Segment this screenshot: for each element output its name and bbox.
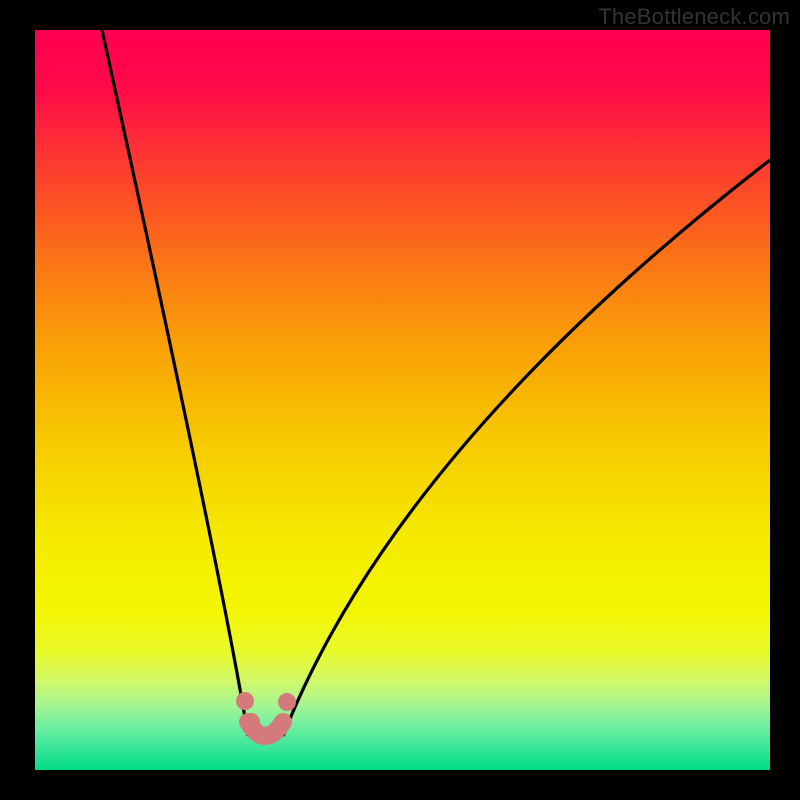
marker-point bbox=[236, 692, 254, 710]
watermark-text: TheBottleneck.com bbox=[598, 4, 790, 30]
marker-point bbox=[278, 693, 296, 711]
chart-canvas: TheBottleneck.com bbox=[0, 0, 800, 800]
curve-right bbox=[283, 160, 770, 736]
curve-overlay bbox=[35, 30, 770, 770]
plot-area bbox=[35, 30, 770, 770]
curve-left bbox=[102, 30, 248, 736]
marker-point bbox=[242, 713, 260, 731]
